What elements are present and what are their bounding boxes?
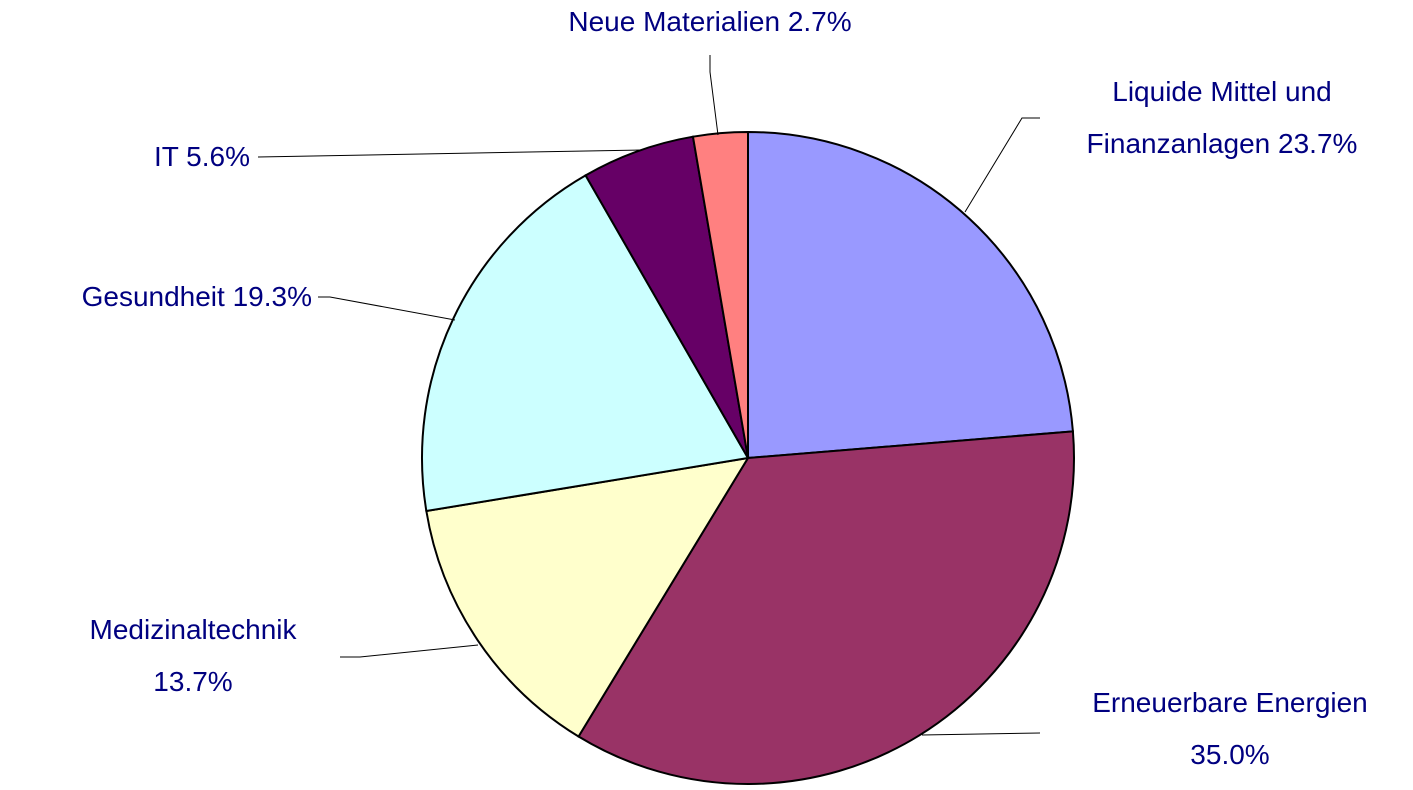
leader-line bbox=[921, 732, 1041, 736]
leader-line bbox=[709, 55, 719, 136]
pie-slice bbox=[747, 130, 1074, 460]
value-label: 19.3% bbox=[232, 281, 312, 312]
value-label: 5.6% bbox=[186, 141, 250, 172]
slice-label: Gesundheit 19.3% bbox=[82, 271, 312, 323]
category-label: IT bbox=[154, 141, 179, 172]
category-label: Erneuerbare Energien bbox=[1092, 687, 1368, 718]
value-label: 23.7% bbox=[1278, 128, 1358, 159]
value-label: 35.0% bbox=[1190, 739, 1270, 770]
category-label: Liquide Mittel und Finanzanlagen bbox=[1086, 76, 1332, 159]
leader-line bbox=[318, 296, 456, 321]
slice-label: Medizinaltechnik 13.7% bbox=[78, 604, 308, 708]
value-label: 13.7% bbox=[153, 666, 233, 697]
pie-slice bbox=[425, 456, 750, 738]
category-label: Medizinaltechnik bbox=[89, 614, 297, 645]
slice-label: IT 5.6% bbox=[154, 131, 250, 183]
slice-label: Liquide Mittel und Finanzanlagen 23.7% bbox=[1057, 66, 1387, 170]
slice-label: Erneuerbare Energien 35.0% bbox=[1060, 677, 1400, 781]
leader-line bbox=[340, 644, 479, 658]
pie-slice bbox=[691, 130, 749, 459]
slice-label: Neue Materialien 2.7% bbox=[510, 0, 910, 48]
leader-line bbox=[964, 117, 1040, 213]
category-label: Gesundheit bbox=[81, 281, 225, 312]
value-label: 2.7% bbox=[787, 6, 852, 37]
leader-line bbox=[257, 149, 641, 158]
category-label: Neue Materialien bbox=[568, 6, 781, 37]
pie-slice bbox=[577, 430, 1075, 785]
pie-slice bbox=[421, 173, 750, 513]
